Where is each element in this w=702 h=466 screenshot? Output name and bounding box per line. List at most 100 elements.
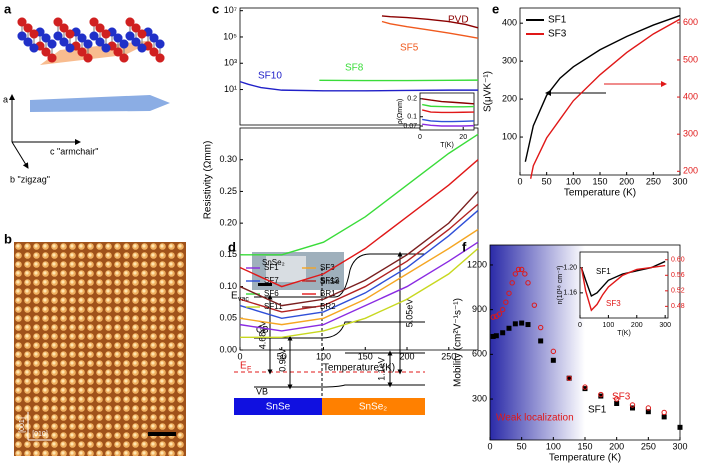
level-label: VB	[256, 386, 268, 396]
x-tick-label: 150	[358, 351, 373, 361]
atom	[137, 43, 147, 53]
x-tick-label: 100	[603, 322, 615, 329]
point	[509, 280, 515, 286]
atom	[53, 31, 63, 41]
x-tick-label: 150	[577, 441, 592, 451]
x-axis-label: Temperature (K)	[323, 363, 395, 374]
atom	[137, 29, 147, 39]
series-line	[529, 18, 681, 179]
level-line	[321, 384, 425, 388]
atom	[83, 39, 93, 49]
y2-tick-label: 0.56	[671, 272, 685, 279]
point	[506, 325, 512, 331]
panel-label: b	[4, 231, 12, 246]
x-tick-label: 100	[566, 176, 581, 186]
y2-tick-label: 600	[683, 17, 698, 27]
x-tick-label: 200	[631, 322, 643, 329]
axis-name: b "zigzag"	[10, 174, 50, 184]
legend-label: BR2	[320, 302, 336, 311]
gap-label: 0.9eV	[277, 348, 287, 372]
atom	[23, 37, 33, 47]
y-axis-label: n(10¹⁸ cm⁻³)	[557, 266, 564, 305]
series-line	[381, 15, 479, 29]
x-axis-label: Temperature (K)	[564, 188, 636, 199]
y-axis-label: S(μVK⁻¹)	[483, 71, 494, 112]
y-tick-label: 200	[502, 93, 517, 103]
y2-tick-label: 0.48	[671, 303, 685, 310]
axis-arrow	[11, 141, 29, 169]
atom	[59, 23, 69, 33]
y2-tick-label: 300	[683, 129, 698, 139]
series-label: PVD	[448, 15, 469, 26]
panel-d: d SnSe₂ SnSe 4.68eV 0.9eV 1.1eV 5.05eV E…	[228, 239, 425, 415]
x-tick-label: 200	[609, 441, 624, 451]
atom	[29, 43, 39, 53]
material-label: SnSe	[266, 402, 291, 413]
point	[582, 384, 588, 390]
stm-image	[14, 242, 186, 456]
point	[522, 271, 528, 277]
atom	[149, 47, 159, 57]
y-tick-label: 0.2	[407, 96, 417, 103]
atom	[83, 53, 93, 63]
x-tick-label: 250	[441, 351, 456, 361]
atom	[113, 33, 123, 43]
atom	[77, 33, 87, 43]
legend-label: SF7	[264, 276, 279, 285]
series-line	[239, 228, 479, 326]
point	[582, 386, 588, 392]
series-line	[421, 109, 475, 114]
atom	[113, 47, 123, 57]
series-line	[239, 241, 479, 332]
level-label: F	[247, 366, 251, 373]
x-tick-label: 250	[641, 441, 656, 451]
x-tick-label: 50	[542, 176, 552, 186]
gap-label: 4.68eV	[257, 321, 267, 350]
point	[661, 414, 667, 420]
y-tick-label: 0.05	[219, 313, 237, 323]
atom	[47, 53, 57, 63]
atom	[101, 43, 111, 53]
atom	[17, 31, 27, 41]
atom	[155, 39, 165, 49]
series-line	[580, 260, 666, 298]
legend-label: BR1	[320, 289, 336, 298]
y-tick-label: 100	[502, 131, 517, 141]
series-line	[422, 123, 475, 127]
legend-label: SF1	[264, 263, 279, 272]
point	[525, 280, 531, 286]
point	[645, 405, 652, 411]
plot-frame	[239, 7, 479, 126]
point	[677, 424, 683, 430]
series-line	[239, 203, 479, 313]
series-line	[381, 20, 479, 39]
point	[598, 391, 604, 398]
level-line	[321, 321, 425, 339]
panel-label: e	[492, 1, 499, 16]
point	[566, 375, 572, 381]
point	[550, 357, 556, 363]
series-label: SF1	[596, 267, 611, 276]
x-tick-label: 150	[592, 176, 607, 186]
atom	[65, 29, 75, 39]
legend-label: SF6	[264, 289, 279, 298]
point	[629, 402, 636, 408]
series-line	[240, 247, 479, 339]
atom	[17, 17, 27, 27]
point	[614, 401, 620, 407]
point	[518, 266, 525, 273]
x-tick-label: 200	[619, 176, 634, 186]
x-tick-label: 100	[316, 351, 331, 361]
x-tick-label: 200	[400, 351, 415, 361]
atom	[95, 37, 105, 47]
point	[538, 338, 544, 344]
point	[525, 322, 531, 328]
panel-label: d	[228, 239, 236, 254]
x-tick-label: 300	[672, 441, 687, 451]
atom	[47, 39, 57, 49]
annotation: Weak localization	[496, 413, 574, 424]
y-tick-label: 10⁵	[223, 31, 237, 41]
level-label: E	[231, 291, 238, 302]
point	[661, 409, 667, 416]
x-tick-label: 0	[517, 176, 522, 186]
